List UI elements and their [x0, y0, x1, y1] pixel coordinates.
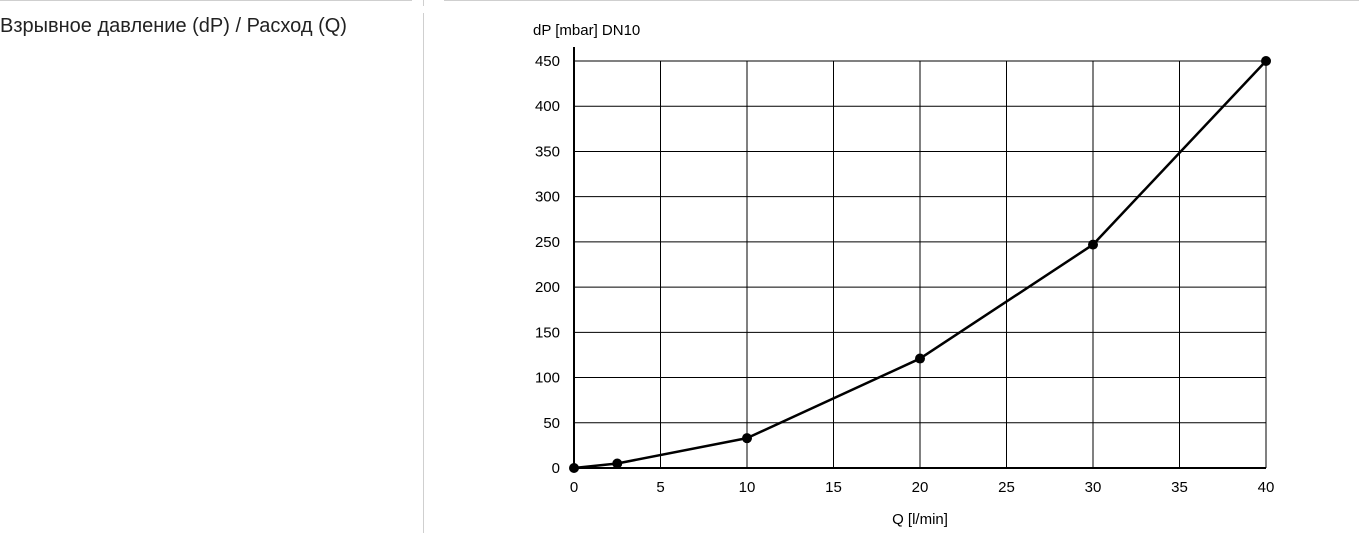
y-tick-label-300: 300: [535, 189, 560, 206]
x-axis-label: Q [l/min]: [892, 511, 948, 528]
chart-title: dP [mbar] DN10: [533, 22, 640, 39]
y-tick-label-250: 250: [535, 234, 560, 251]
top-divider-left: [0, 0, 412, 1]
data-point-0-1: [612, 458, 623, 469]
row-label: Взрывное давление (dP) / Расход (Q): [0, 15, 347, 37]
chart-grid: [574, 60, 1267, 468]
data-point-0-5: [1261, 56, 1271, 66]
x-tick-label-30: 30: [1085, 479, 1102, 496]
x-tick-label-5: 5: [656, 479, 664, 496]
data-point-0-3: [915, 353, 925, 364]
y-tick-label-0: 0: [552, 460, 560, 477]
x-tick-label-20: 20: [912, 479, 929, 496]
x-tick-labels: 0 5 10 15 20 25 30 35 40: [570, 479, 1275, 496]
y-tick-label-50: 50: [543, 415, 560, 432]
data-point-0-0: [569, 463, 579, 473]
y-tick-labels: 0 50 100 150 200 250 300 350 400 450: [535, 53, 560, 477]
series-line-0: [573, 60, 1267, 470]
y-tick-label-200: 200: [535, 279, 560, 296]
top-divider-right: [444, 0, 1359, 1]
y-tick-label-450: 450: [535, 53, 560, 70]
chart-axes: [573, 47, 1266, 469]
y-tick-label-100: 100: [535, 370, 560, 387]
x-tick-label-15: 15: [825, 479, 842, 496]
y-tick-label-350: 350: [535, 143, 560, 160]
x-tick-label-10: 10: [739, 479, 756, 496]
chart-series: [569, 56, 1271, 473]
y-tick-label-400: 400: [535, 98, 560, 115]
top-divider-tick: [423, 0, 424, 6]
x-tick-label-25: 25: [998, 479, 1015, 496]
x-tick-label-0: 0: [570, 479, 578, 496]
column-divider: [423, 13, 424, 533]
data-point-0-4: [1088, 239, 1098, 250]
x-tick-label-40: 40: [1258, 479, 1275, 496]
y-tick-label-150: 150: [535, 324, 560, 341]
data-point-0-2: [742, 433, 752, 444]
x-tick-label-35: 35: [1171, 479, 1188, 496]
